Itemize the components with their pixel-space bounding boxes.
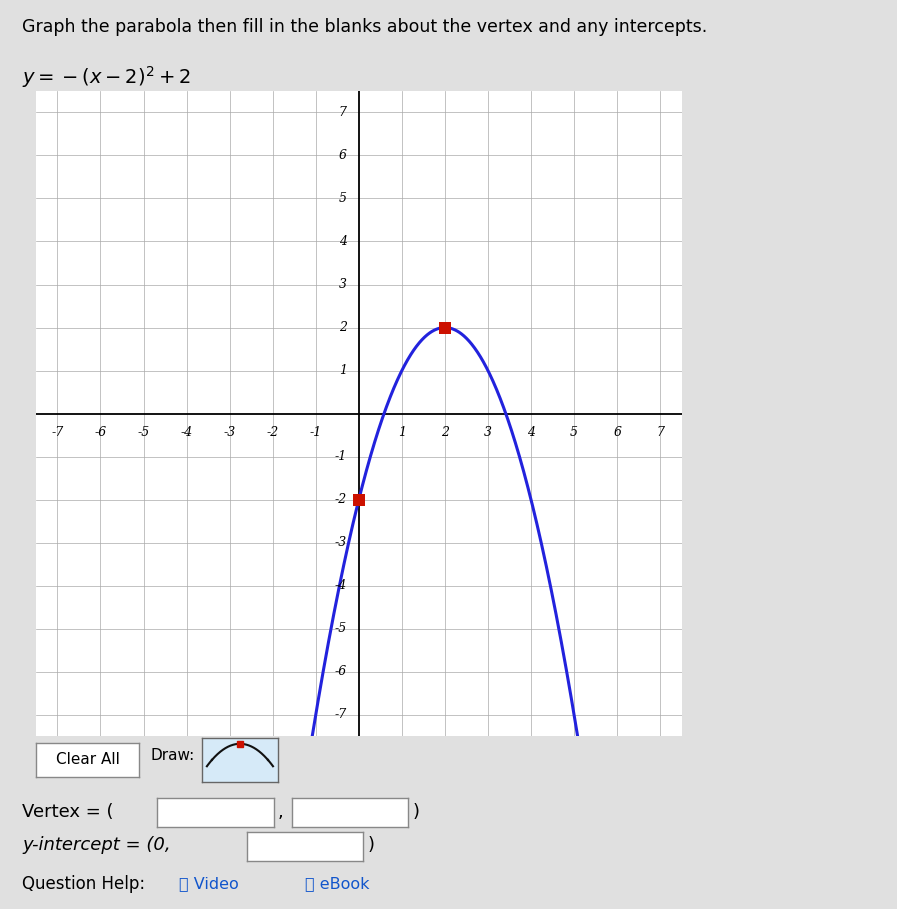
- Text: Draw:: Draw:: [151, 748, 195, 763]
- Text: 📄 eBook: 📄 eBook: [305, 876, 370, 891]
- Text: Question Help:: Question Help:: [22, 874, 145, 893]
- Text: -4: -4: [180, 425, 193, 439]
- Text: 4: 4: [527, 425, 535, 439]
- Text: 1: 1: [339, 365, 347, 377]
- Text: 7: 7: [339, 106, 347, 119]
- Text: 6: 6: [614, 425, 621, 439]
- Text: -1: -1: [335, 450, 347, 463]
- Text: ): ): [413, 803, 420, 821]
- Text: 3: 3: [484, 425, 492, 439]
- Text: Graph the parabola then fill in the blanks about the vertex and any intercepts.: Graph the parabola then fill in the blan…: [22, 18, 708, 36]
- Text: $y = -(x-2)^2+2$: $y = -(x-2)^2+2$: [22, 64, 191, 89]
- Text: -5: -5: [335, 623, 347, 635]
- Text: -4: -4: [335, 579, 347, 592]
- Text: -3: -3: [335, 536, 347, 549]
- Text: Clear All: Clear All: [56, 753, 119, 767]
- Text: -3: -3: [223, 425, 236, 439]
- Text: -5: -5: [137, 425, 150, 439]
- Text: ,: ,: [278, 803, 283, 821]
- Text: 1: 1: [398, 425, 405, 439]
- Text: 5: 5: [339, 192, 347, 205]
- Text: 7: 7: [657, 425, 664, 439]
- Text: -6: -6: [94, 425, 107, 439]
- Text: 6: 6: [339, 149, 347, 162]
- Text: 2: 2: [441, 425, 448, 439]
- Text: y-intercept = (0,: y-intercept = (0,: [22, 836, 171, 854]
- Text: -1: -1: [309, 425, 322, 439]
- Text: -6: -6: [335, 665, 347, 678]
- Text: -7: -7: [335, 708, 347, 721]
- Text: Vertex = (: Vertex = (: [22, 803, 114, 821]
- Text: 4: 4: [339, 235, 347, 248]
- Text: 5: 5: [570, 425, 578, 439]
- Text: -7: -7: [51, 425, 64, 439]
- Text: -2: -2: [335, 494, 347, 506]
- Text: ): ): [368, 836, 375, 854]
- Text: -2: -2: [266, 425, 279, 439]
- Text: 2: 2: [339, 321, 347, 334]
- Text: 3: 3: [339, 278, 347, 291]
- Text: 📄 Video: 📄 Video: [179, 876, 239, 891]
